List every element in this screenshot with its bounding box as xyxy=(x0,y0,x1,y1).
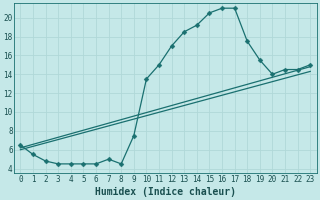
X-axis label: Humidex (Indice chaleur): Humidex (Indice chaleur) xyxy=(95,186,236,197)
